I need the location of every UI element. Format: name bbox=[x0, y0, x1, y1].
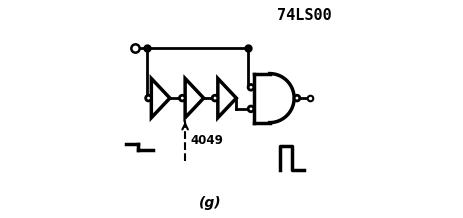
Circle shape bbox=[248, 84, 253, 90]
Circle shape bbox=[248, 106, 253, 112]
Circle shape bbox=[145, 95, 151, 101]
Text: 74LS00: 74LS00 bbox=[276, 8, 331, 23]
Circle shape bbox=[212, 95, 217, 101]
Circle shape bbox=[179, 95, 185, 101]
Text: 4049: 4049 bbox=[190, 134, 223, 146]
Text: (g): (g) bbox=[199, 196, 221, 210]
Circle shape bbox=[294, 95, 299, 101]
